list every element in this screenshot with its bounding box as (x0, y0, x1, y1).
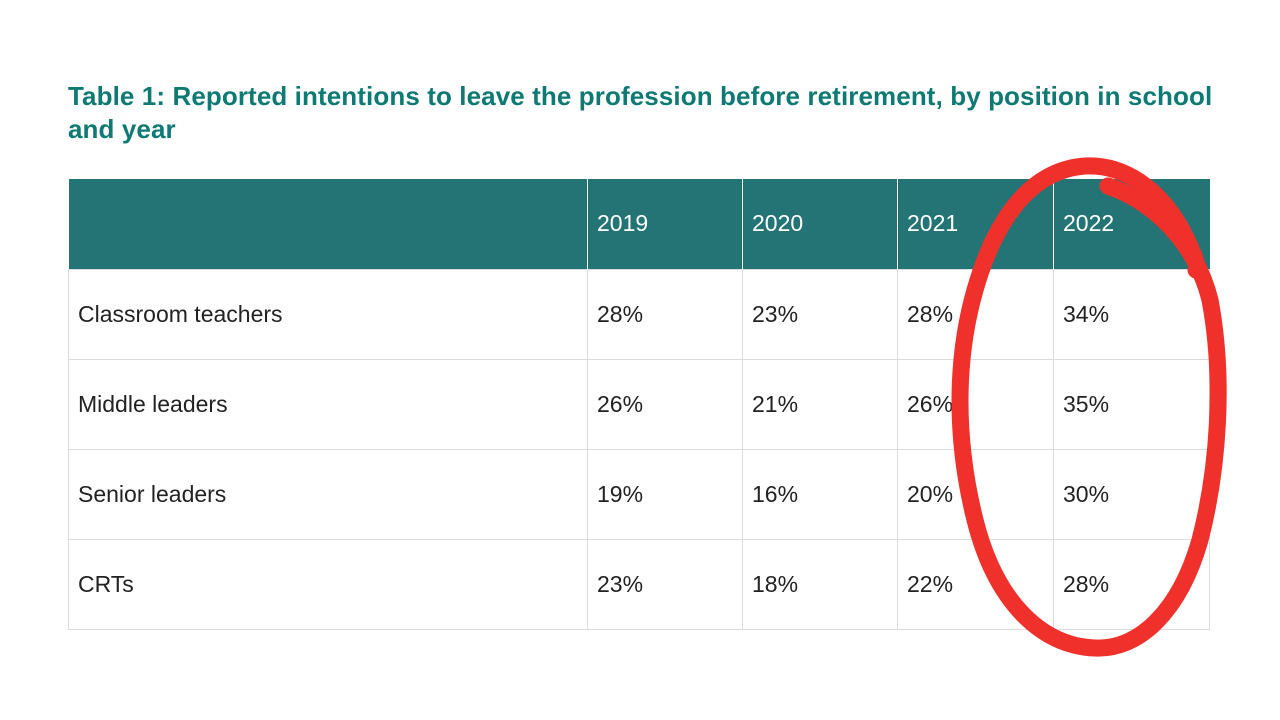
table-cell: 26% (897, 358, 1054, 450)
table-cell: 16% (742, 448, 898, 540)
table-cell: 35% (1053, 358, 1210, 450)
header-cell-2020: 2020 (742, 179, 898, 269)
data-table: 2019 2020 2021 2022 Classroom teachers 2… (68, 179, 1210, 630)
row-label: CRTs (68, 538, 588, 630)
table-cell: 21% (742, 358, 898, 450)
row-label: Middle leaders (68, 358, 588, 450)
table-cell: 23% (587, 538, 743, 630)
table-cell: 28% (587, 268, 743, 360)
table-row: Middle leaders 26% 21% 26% 35% (68, 358, 1210, 450)
table-cell: 28% (1053, 538, 1210, 630)
table-cell: 18% (742, 538, 898, 630)
table-header-row: 2019 2020 2021 2022 (68, 179, 1210, 269)
table-cell: 19% (587, 448, 743, 540)
row-label: Senior leaders (68, 448, 588, 540)
row-label: Classroom teachers (68, 268, 588, 360)
header-cell-2019: 2019 (587, 179, 743, 269)
page-title: Table 1: Reported intentions to leave th… (68, 81, 1213, 144)
table-cell: 23% (742, 268, 898, 360)
table-cell: 26% (587, 358, 743, 450)
table-cell: 28% (897, 268, 1054, 360)
table-cell: 20% (897, 448, 1054, 540)
table-cell: 22% (897, 538, 1054, 630)
table-row: Senior leaders 19% 16% 20% 30% (68, 448, 1210, 540)
table-row: Classroom teachers 28% 23% 28% 34% (68, 268, 1210, 360)
header-cell-2022: 2022 (1053, 179, 1210, 269)
header-cell-2021: 2021 (897, 179, 1054, 269)
header-cell-empty (69, 179, 588, 269)
table-cell: 30% (1053, 448, 1210, 540)
table-row: CRTs 23% 18% 22% 28% (68, 538, 1210, 630)
table-cell: 34% (1053, 268, 1210, 360)
